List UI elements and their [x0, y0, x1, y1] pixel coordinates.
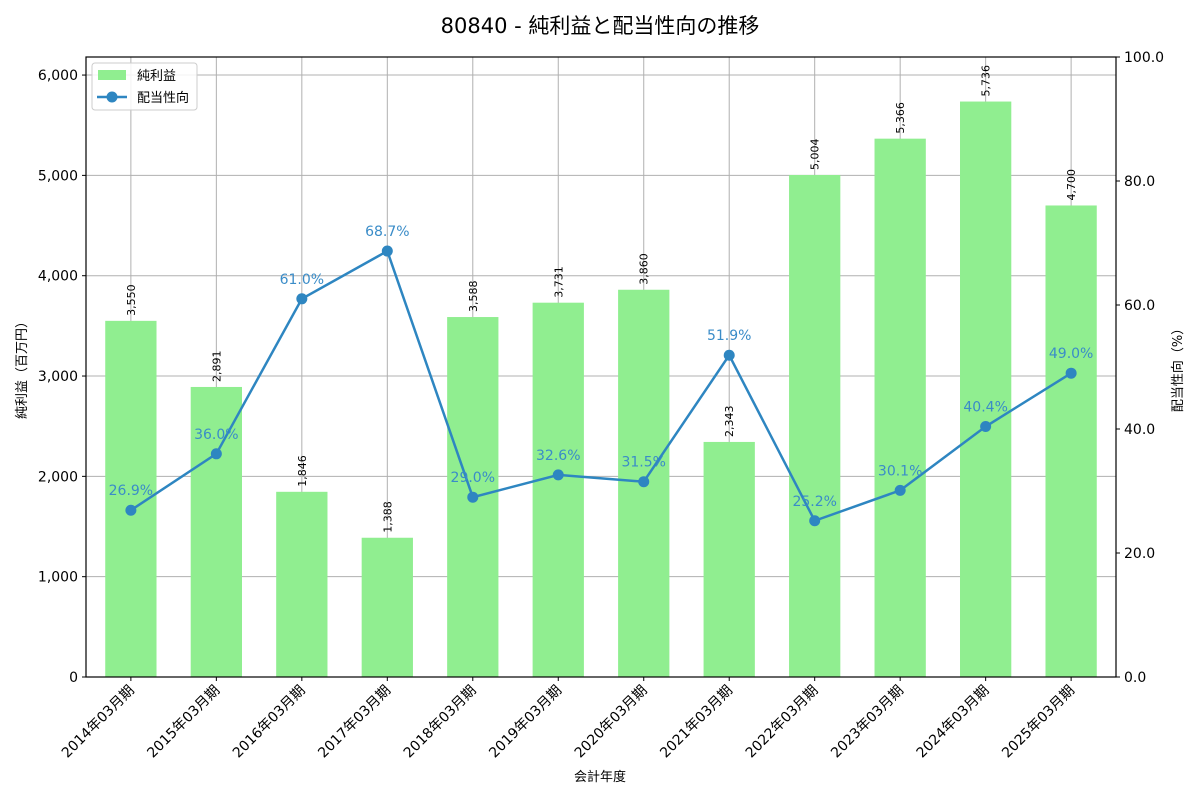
- line-marker: [467, 491, 479, 503]
- x-tick-label: 2016年03月期: [230, 683, 309, 762]
- line-series: 26.9% 36.0% 61.0% 68.7% 29.0% 32.6% 31.5% 51.9%…: [109, 224, 1093, 527]
- bar: [1045, 205, 1097, 678]
- percent-label: 32.6%: [536, 448, 580, 464]
- y-tick-label: 6,000: [38, 68, 78, 84]
- y-axis-label: 純利益（百万円）: [15, 315, 30, 419]
- bar-value-label: 3,731: [552, 266, 565, 298]
- bar: [532, 302, 584, 677]
- y-tick-label: 5,000: [38, 168, 78, 184]
- x-tick-label: 2017年03月期: [315, 683, 394, 762]
- percent-label: 30.1%: [878, 463, 922, 479]
- line-marker: [723, 349, 735, 361]
- percent-label: 61.0%: [280, 272, 324, 288]
- percent-label: 68.7%: [365, 224, 409, 240]
- bar: [874, 138, 926, 677]
- bar: [276, 491, 328, 677]
- percent-label: 51.9%: [707, 328, 751, 344]
- bar-value-label: 5,736: [980, 65, 993, 97]
- line-marker: [980, 421, 992, 433]
- line-marker: [296, 293, 308, 305]
- percent-label: 26.9%: [109, 483, 153, 499]
- bar-value-label: 5,004: [809, 138, 822, 170]
- y-tick-label: 3,000: [38, 369, 78, 385]
- y-right-tick-label: 80.0: [1124, 174, 1155, 190]
- bar-value-label: 3,550: [125, 284, 138, 316]
- plot-frame: [85, 56, 1117, 678]
- x-tick-label: 2023年03月期: [828, 683, 907, 762]
- percent-label: 31.5%: [621, 455, 665, 471]
- bar-value-label: 1,388: [381, 501, 394, 533]
- y-axis-right-label: 配当性向（%）: [1170, 322, 1186, 412]
- bar: [789, 174, 841, 677]
- x-axis-label: 会計年度: [574, 769, 626, 785]
- x-tick-label: 2024年03月期: [914, 683, 993, 762]
- y-right-tick-label: 100.0: [1124, 50, 1164, 66]
- legend-line-marker: [106, 91, 118, 103]
- percent-label: 49.0%: [1049, 346, 1093, 362]
- bar: [703, 441, 755, 677]
- x-tick-label: 2020年03月期: [572, 683, 651, 762]
- bar-series: 3,550 2,891 1,846 1,388 3,588 3,731 3,860 2,343…: [105, 65, 1097, 678]
- legend: 純利益 配当性向: [91, 62, 198, 111]
- y-tick-label: 1,000: [38, 570, 78, 586]
- line-marker: [381, 245, 393, 257]
- x-tick-label: 2018年03月期: [401, 683, 480, 762]
- bar: [190, 386, 242, 677]
- bar-value-label: 1,846: [296, 455, 309, 487]
- bar: [361, 537, 413, 677]
- x-tick-label: 2021年03月期: [657, 683, 736, 762]
- legend-bar-label: 純利益: [137, 69, 176, 84]
- bar-value-label: 2,343: [723, 405, 736, 437]
- x-tick-label: 2022年03月期: [743, 683, 822, 762]
- x-tick-label: 2015年03月期: [144, 683, 223, 762]
- line-marker: [552, 469, 564, 481]
- x-tick-label: 2025年03月期: [999, 683, 1078, 762]
- line-marker: [894, 484, 906, 496]
- bar: [960, 101, 1012, 677]
- y-right-tick-label: 0.0: [1124, 670, 1146, 686]
- line-marker: [809, 515, 821, 527]
- bar-value-label: 5,366: [894, 102, 907, 134]
- y-right-tick-label: 40.0: [1124, 422, 1155, 438]
- x-tick-label: 2019年03月期: [486, 683, 565, 762]
- line-marker: [210, 448, 222, 460]
- bar-value-label: 3,860: [638, 253, 651, 285]
- bar-value-label: 4,700: [1065, 169, 1078, 201]
- line-marker: [1065, 367, 1077, 379]
- bar-value-label: 2,891: [210, 350, 223, 382]
- chart-title: 80840 - 純利益と配当性向の推移: [441, 14, 760, 38]
- percent-label: 29.0%: [451, 470, 495, 486]
- y-tick-label: 0: [69, 670, 78, 686]
- percent-label: 36.0%: [194, 427, 238, 443]
- y-tick-label: 2,000: [38, 469, 78, 485]
- y-right-tick-label: 60.0: [1124, 298, 1155, 314]
- bar-value-label: 3,588: [467, 281, 480, 313]
- legend-bar-swatch: [98, 70, 126, 80]
- x-tick-label: 2014年03月期: [59, 683, 138, 762]
- legend-line-label: 配当性向: [137, 90, 189, 106]
- line-marker: [638, 476, 650, 488]
- percent-label: 40.4%: [963, 400, 1007, 416]
- line-marker: [125, 504, 137, 516]
- percent-label: 25.2%: [792, 494, 836, 510]
- y-right-tick-label: 20.0: [1124, 546, 1155, 562]
- y-tick-label: 4,000: [38, 269, 78, 285]
